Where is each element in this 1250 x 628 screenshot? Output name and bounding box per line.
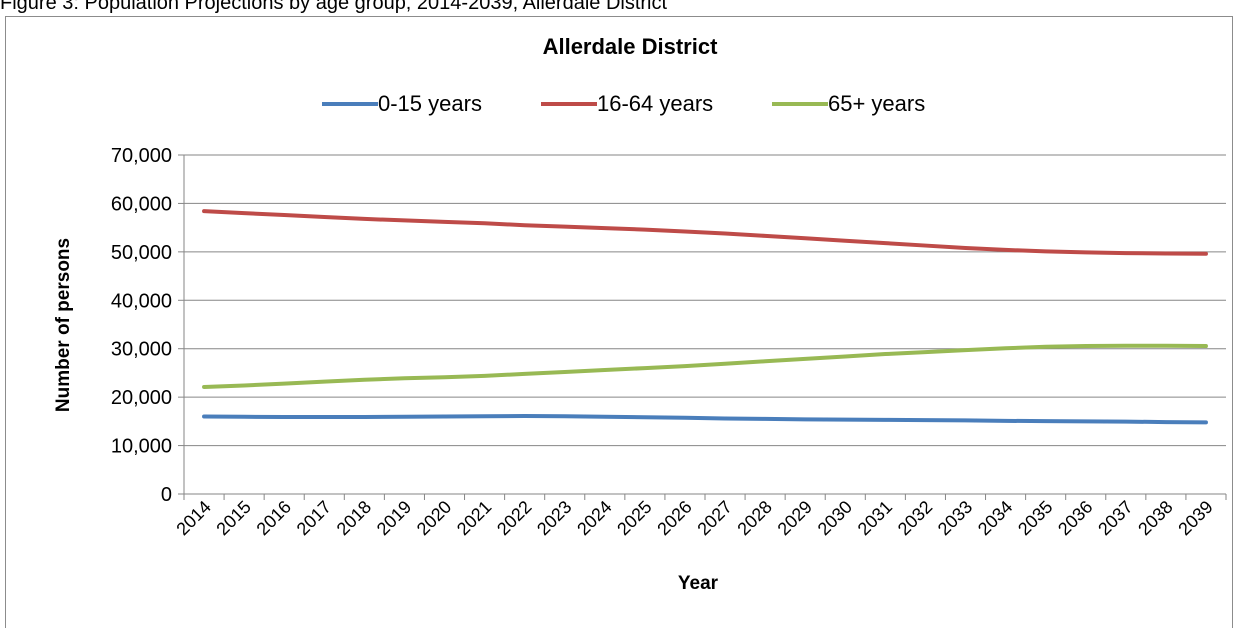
x-tick-label: 2016 [253,497,295,539]
x-tick-label: 2015 [212,497,254,539]
x-tick-label: 2026 [653,497,695,539]
y-tick-label: 20,000 [111,387,172,409]
series-line-1 [202,209,1208,256]
x-tick-label: 2033 [934,497,976,539]
series-line-0 [202,414,1208,425]
x-tick-label: 2032 [894,497,936,539]
x-tick-label: 2022 [493,497,535,539]
y-tick-label: 70,000 [111,145,172,167]
gridlines [184,154,1226,447]
x-tick-label: 2037 [1094,497,1136,539]
x-tick-label: 2039 [1174,497,1216,539]
x-tick-label: 2030 [814,497,856,539]
x-tick-label: 2024 [573,497,615,539]
y-tick-label: 30,000 [111,339,172,361]
chart-frame [5,16,1233,628]
legend-label: 0-15 years [378,91,482,116]
y-tick-label: 60,000 [111,193,172,215]
y-tick-label: 40,000 [111,290,172,312]
x-tick-label: 2014 [172,497,214,539]
y-tick-label: 10,000 [111,436,172,458]
series-lines [202,209,1208,425]
x-tick-label: 2035 [1014,497,1056,539]
x-tick-label: 2023 [533,497,575,539]
x-tick-label: 2038 [1134,497,1176,539]
x-tick-label: 2034 [974,497,1016,539]
x-tick-label: 2029 [774,497,816,539]
x-tick-label: 2025 [613,497,655,539]
legend: 0-15 years 16-64 years 65+ years [322,91,925,116]
y-tick-label: 50,000 [111,242,172,264]
x-tick-label: 2019 [373,497,415,539]
x-tick-label: 2027 [693,497,735,539]
legend-label: 65+ years [828,91,925,116]
y-axis-label: Number of persons [53,238,74,412]
figure-caption: Figure 3: Population Projections by age … [0,0,668,14]
x-tick-label: 2018 [333,497,375,539]
series-line-2 [202,343,1208,389]
x-tick-label: 2020 [413,497,455,539]
x-axis-ticks: 2014201520162017201820192020202120222023… [172,494,1227,539]
chart-title: Allerdale District [543,34,719,59]
x-axis-label: Year [678,573,719,594]
y-axis-ticks: 0 10,000 20,000 30,000 40,000 50,000 60,000 70,… [111,145,184,506]
x-tick-label: 2021 [453,497,495,539]
legend-label: 16-64 years [597,91,713,116]
x-tick-label: 2017 [293,497,335,539]
x-tick-label: 2031 [854,497,896,539]
y-tick-label: 0 [161,484,172,506]
x-tick-label: 2036 [1054,497,1096,539]
x-axis [183,155,1226,495]
x-tick-label: 2028 [733,497,775,539]
